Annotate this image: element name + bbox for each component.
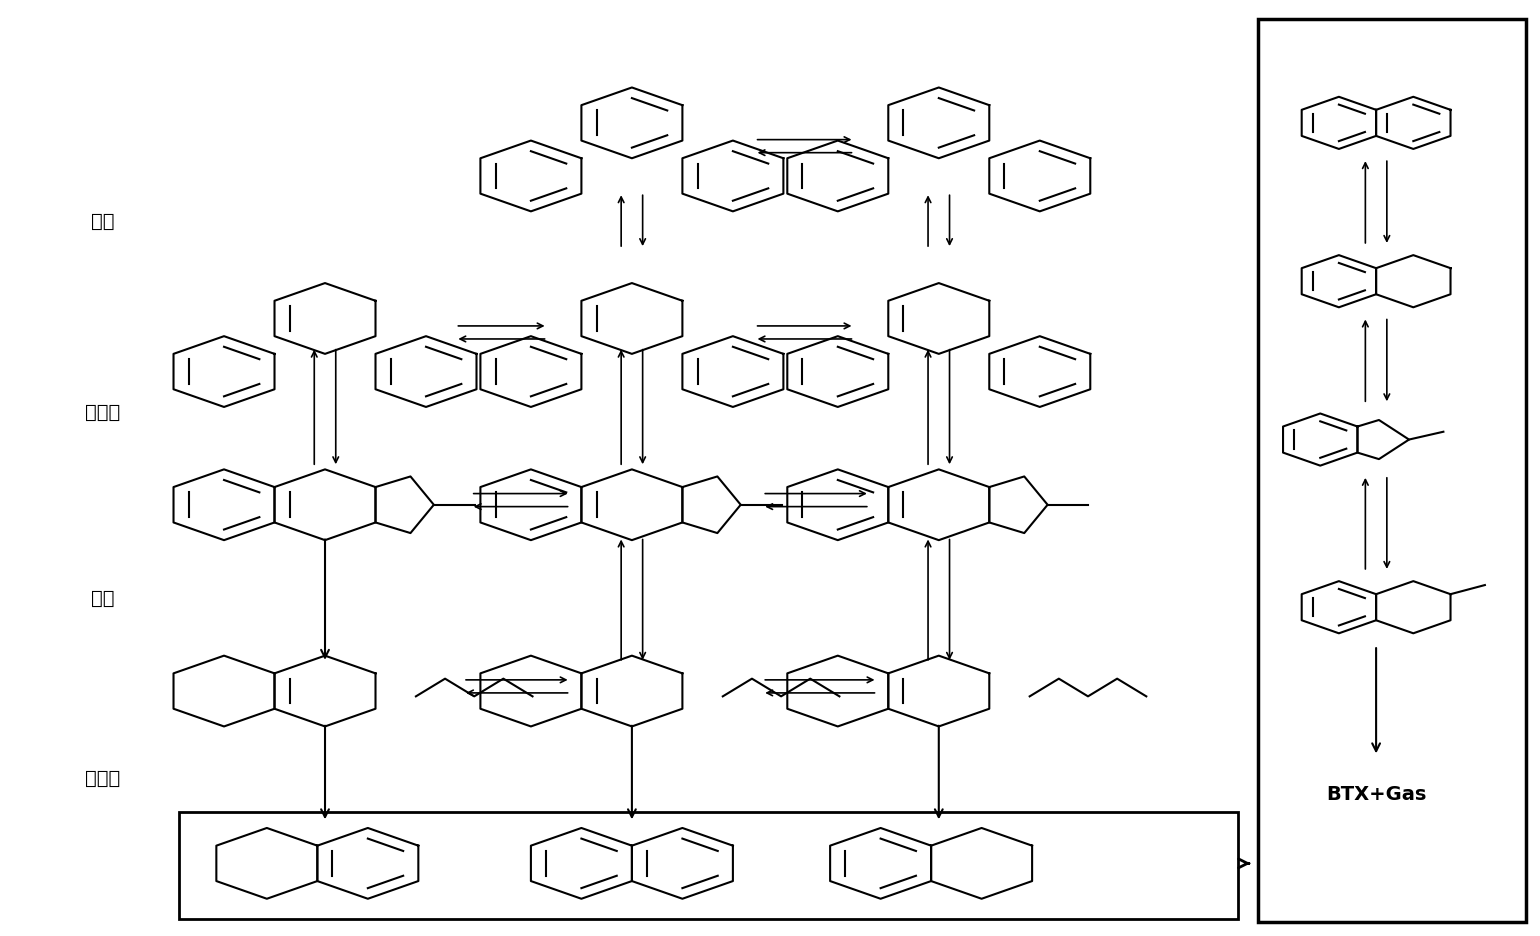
Text: 异构化: 异构化: [85, 402, 120, 421]
Text: 开环: 开环: [91, 589, 114, 607]
Bar: [179, 812, 1238, 919]
Text: 加氢: 加氢: [91, 212, 114, 231]
Text: 脱烷基: 脱烷基: [85, 768, 120, 787]
Bar: [1258, 20, 1526, 922]
Text: BTX+Gas: BTX+Gas: [1326, 784, 1426, 803]
